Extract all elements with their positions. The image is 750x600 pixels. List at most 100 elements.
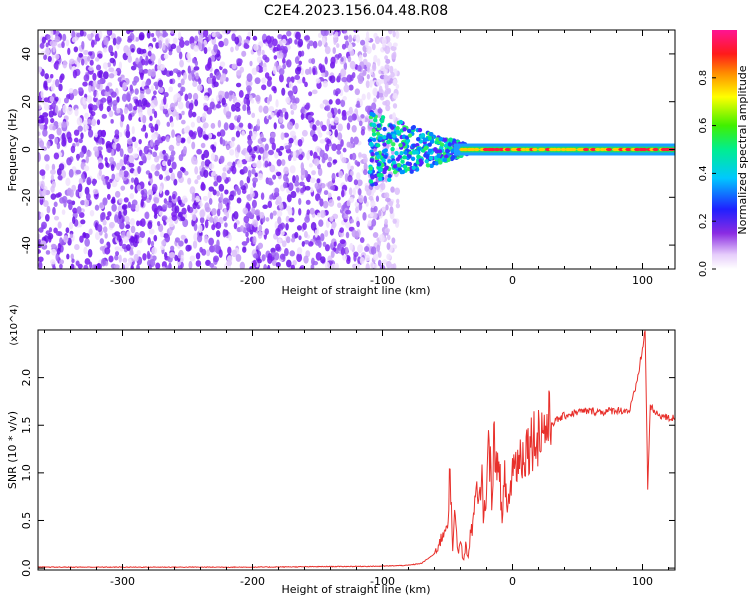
spectrogram-ytick-label: 40 bbox=[20, 47, 33, 61]
spectrogram-noise-cell bbox=[350, 165, 354, 171]
spectrogram-noise-cell bbox=[385, 58, 391, 64]
spectrogram-noise-cell bbox=[71, 37, 77, 43]
spectrogram-noise-cell bbox=[130, 236, 136, 243]
spectrogram-noise-cell bbox=[368, 195, 374, 201]
spectrogram-noise-cell bbox=[135, 57, 139, 65]
spectrogram-noise-cell bbox=[373, 54, 378, 63]
spectrogram-noise-cell bbox=[51, 248, 57, 256]
spectrogram-noise-cell bbox=[301, 106, 305, 115]
spectrogram-noise-cell bbox=[163, 96, 167, 105]
spectrogram-noise-cell bbox=[63, 137, 67, 145]
spectrogram-noise-cell bbox=[38, 261, 43, 269]
spectrogram-noise-cell bbox=[318, 63, 323, 71]
snr-ticks: -300 -200 -100 0 100 0.0 0.5 1.0 1.5 2.0 bbox=[20, 330, 675, 588]
spectrogram-noise-cell bbox=[182, 72, 188, 80]
spectrogram-ytick-label: -20 bbox=[20, 188, 33, 206]
spectrogram-noise-cell bbox=[379, 79, 385, 84]
spectrogram-noise-cell bbox=[128, 30, 134, 33]
spectrogram-transition-cell bbox=[373, 181, 378, 187]
spectrogram-noise-cell bbox=[88, 129, 94, 138]
spectrogram-noise-cell bbox=[143, 145, 150, 155]
spectrogram-transition-cell bbox=[369, 158, 375, 163]
spectrogram-noise-cell bbox=[203, 169, 209, 178]
spectrogram-noise-cell bbox=[114, 50, 118, 59]
spectrogram-noise-cell bbox=[347, 256, 351, 262]
spectrogram-noise-cell bbox=[386, 253, 392, 261]
spectrogram-transition-cell bbox=[387, 177, 392, 183]
spectrogram-noise-cell bbox=[105, 215, 110, 221]
spectrogram-noise-cell bbox=[319, 149, 325, 158]
spectrogram-noise-cell bbox=[79, 30, 84, 37]
spectrogram-noise-cell bbox=[194, 99, 199, 107]
spectrogram-noise-cell bbox=[211, 134, 217, 140]
spectrogram-transition-cell bbox=[416, 146, 422, 152]
spectrogram-noise-cell bbox=[289, 130, 296, 137]
spectrogram-noise-cell bbox=[383, 76, 388, 85]
spectrogram-noise-cell bbox=[76, 153, 80, 161]
spectrogram-noise-cell bbox=[326, 161, 332, 168]
spectrogram-noise-cell bbox=[308, 241, 314, 247]
spectrogram-noise-cell bbox=[365, 39, 369, 49]
spectrogram-noise-cell bbox=[320, 233, 325, 242]
spectrogram-noise-cell bbox=[100, 97, 107, 103]
spectrogram-noise-cell bbox=[225, 30, 230, 35]
spectrogram-noise-cell bbox=[275, 243, 281, 252]
spectrogram-noise-cell bbox=[261, 49, 265, 56]
spectrogram-noise-cell bbox=[336, 150, 342, 155]
spectrogram-noise-cell bbox=[54, 136, 59, 145]
spectrogram-noise-cell bbox=[317, 212, 322, 218]
spectrogram-noise-cell bbox=[140, 218, 146, 227]
spectrogram-noise-cell bbox=[294, 231, 299, 239]
spectrogram-noise-cell bbox=[62, 33, 67, 42]
spectrogram-noise-cell bbox=[208, 186, 215, 192]
spectrogram-noise-cell bbox=[321, 156, 326, 164]
spectrogram-noise-cell bbox=[254, 209, 261, 216]
snr-xtick-label: 0 bbox=[509, 575, 516, 588]
spectrogram-noise-cell bbox=[376, 244, 381, 253]
spectrogram-noise-cell bbox=[392, 42, 398, 47]
spectrogram-noise-cell bbox=[106, 30, 111, 35]
spectrogram-noise-cell bbox=[43, 103, 50, 111]
spectrogram-noise-cell bbox=[313, 158, 320, 166]
spectrogram-noise-cell bbox=[251, 67, 258, 76]
spectrogram-ytick-label: 20 bbox=[20, 95, 33, 109]
spectrogram-noise-cell bbox=[94, 231, 101, 241]
spectrogram-noise-cell bbox=[147, 237, 151, 246]
spectrogram-noise-cell bbox=[342, 96, 347, 101]
spectrogram-noise-cell bbox=[290, 237, 296, 243]
spectrogram-noise-cell bbox=[158, 174, 164, 180]
spectrogram-noise-cell bbox=[63, 97, 69, 104]
spectrogram-noise-cell bbox=[144, 132, 148, 139]
spectrogram-noise-cell bbox=[45, 250, 51, 255]
spectrogram-noise-cell bbox=[136, 249, 141, 256]
spectrogram-noise-cell bbox=[184, 93, 189, 102]
spectrogram-noise-cell bbox=[208, 197, 213, 205]
spectrogram-noise-cell bbox=[246, 73, 253, 82]
spectrogram-noise-cell bbox=[286, 59, 292, 68]
spectrogram-noise-cell bbox=[378, 234, 385, 242]
spectrogram-noise-cell bbox=[274, 187, 280, 194]
spectrogram-transition-cell bbox=[415, 136, 421, 142]
spectrogram-noise-cell bbox=[272, 65, 277, 75]
spectrogram-noise-cell bbox=[225, 105, 230, 112]
spectrogram-noise-cell bbox=[110, 91, 117, 98]
spectrogram-noise-cell bbox=[256, 118, 260, 127]
spectrogram-noise-cell bbox=[364, 246, 370, 252]
spectrogram-noise-cell bbox=[82, 232, 87, 237]
spectrogram-carrier-peak bbox=[590, 147, 597, 152]
spectrogram-noise-cell bbox=[140, 198, 144, 208]
spectrogram-noise-cell bbox=[317, 40, 323, 47]
spectrogram-noise-cell bbox=[158, 39, 163, 49]
spectrogram-noise-cell bbox=[296, 225, 302, 231]
spectrogram-noise-cell bbox=[68, 221, 74, 230]
spectrogram-noise-cell bbox=[334, 129, 338, 138]
spectrogram-noise-cell bbox=[85, 155, 89, 164]
spectrogram-noise-cell bbox=[279, 124, 285, 129]
spectrogram-noise-cell bbox=[285, 96, 291, 104]
spectrogram-noise-cell bbox=[165, 136, 170, 143]
spectrogram-noise-cell bbox=[357, 244, 364, 253]
spectrogram-transition-cell bbox=[383, 154, 388, 159]
spectrogram-noise-cell bbox=[124, 215, 130, 223]
spectrogram-noise-cell bbox=[261, 254, 266, 262]
spectrogram-noise-cell bbox=[346, 122, 351, 131]
